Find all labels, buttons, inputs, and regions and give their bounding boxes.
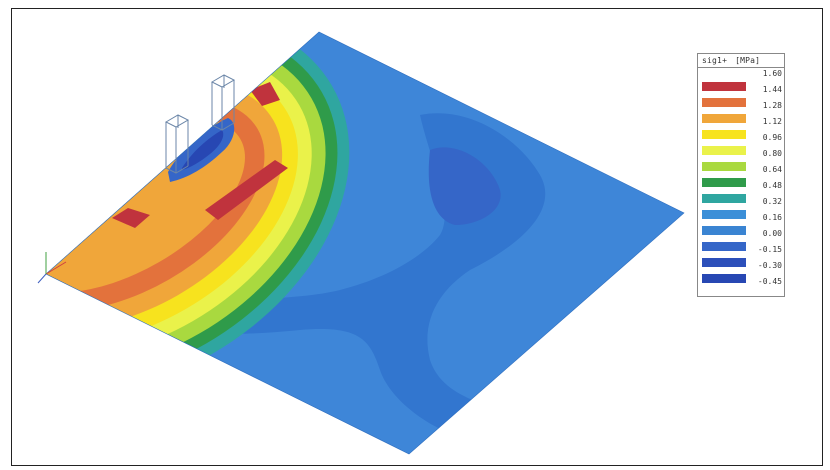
legend-swatch [702,130,746,139]
legend-row: 1.12 [698,114,786,129]
legend-row: 1.60 [698,69,786,81]
legend-row: -0.45 [698,274,786,289]
legend-value: 0.96 [762,133,782,142]
legend-swatch [702,210,746,219]
slab-outline [45,31,685,455]
peak-stress-streak-1 [112,208,150,228]
legend-value: 0.32 [762,197,782,206]
legend-header: sig1+ [MPa] [698,54,784,68]
legend-swatch [702,146,746,155]
legend-swatch [702,274,746,283]
legend-row: 0.00 [698,226,786,241]
legend-value: 1.28 [762,101,782,110]
legend-row: 0.96 [698,130,786,145]
legend-value: 0.00 [762,229,782,238]
legend-row: 0.80 [698,146,786,161]
legend-swatch [702,162,746,171]
legend-swatch [702,242,746,251]
legend-value: -0.15 [757,245,782,254]
legend-row: -0.15 [698,242,786,257]
legend-row: 0.64 [698,162,786,177]
contour-zone-negative-top [428,147,501,225]
legend-value: 0.80 [762,149,782,158]
legend-unit: [MPa] [735,56,761,65]
axis-triad-icon [37,252,67,284]
peak-stress-streak-3 [250,82,280,106]
legend-value: 0.48 [762,181,782,190]
legend-row: 0.16 [698,210,786,225]
column-2-wireframe [210,74,236,131]
column-low-stress-pocket-dark [182,130,224,170]
column-1-wireframe [164,114,190,174]
legend-value: -0.45 [757,277,782,286]
legend-value: 1.44 [762,85,782,94]
legend-quantity: sig1+ [702,56,728,65]
legend-value: 0.64 [762,165,782,174]
legend-swatch [702,194,746,203]
legend-row: 0.48 [698,178,786,193]
legend-row: 1.44 [698,82,786,97]
color-legend: sig1+ [MPa] 1.60 1.44 1.28 1.12 0.96 0.80 0.64… [697,53,785,297]
legend-value: 1.60 [762,69,782,78]
legend-swatch [702,178,746,187]
legend-row: -0.30 [698,258,786,273]
legend-swatch [702,98,746,107]
legend-swatch [702,226,746,235]
legend-value: -0.30 [757,261,782,270]
peak-stress-streak-2 [205,160,288,220]
legend-value: 1.12 [762,117,782,126]
legend-row: 1.28 [698,98,786,113]
legend-swatch [702,258,746,267]
legend-row: 0.32 [698,194,786,209]
legend-swatch [702,82,746,91]
legend-swatch [702,114,746,123]
legend-value: 0.16 [762,213,782,222]
